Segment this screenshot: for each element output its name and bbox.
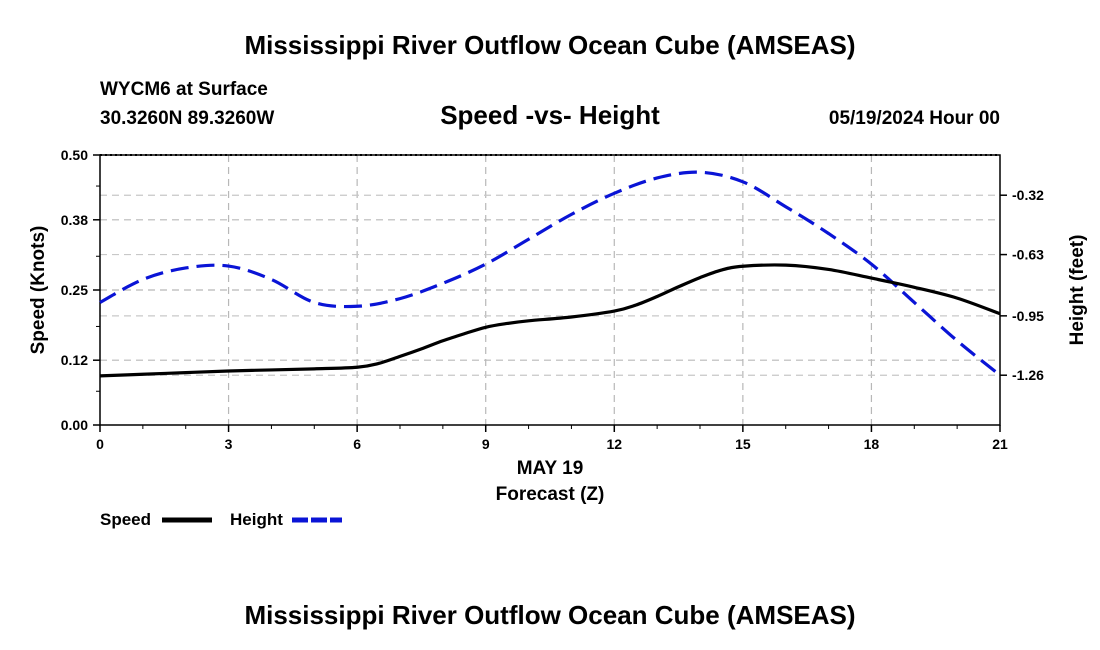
grid bbox=[100, 155, 1000, 425]
station-label: WYCM6 at Surface bbox=[100, 79, 268, 100]
x-tick-label: 21 bbox=[992, 436, 1008, 452]
x-tick-label: 6 bbox=[353, 436, 361, 452]
location-label: 30.3260N 89.3260W bbox=[100, 108, 274, 129]
x-axis-date: MAY 19 bbox=[517, 458, 584, 479]
series-speed-line bbox=[99, 263, 1001, 378]
y-axis-title: Speed (Knots) bbox=[28, 226, 49, 355]
y-tick-label: 0.50 bbox=[61, 147, 88, 163]
y2-tick-label: -1.26 bbox=[1012, 367, 1044, 383]
y-tick-label: 0.25 bbox=[61, 282, 88, 298]
chart-title: Mississippi River Outflow Ocean Cube (AM… bbox=[244, 30, 855, 60]
x-tick-label: 18 bbox=[864, 436, 880, 452]
legend-height-label: Height bbox=[230, 510, 283, 529]
x-tick-label: 12 bbox=[606, 436, 622, 452]
datetime-label: 05/19/2024 Hour 00 bbox=[829, 108, 1000, 129]
x-tick-label: 9 bbox=[482, 436, 490, 452]
y-axis-right: -0.32 -0.63 -0.95 -1.26 bbox=[1000, 187, 1044, 383]
x-axis-title: Forecast (Z) bbox=[496, 484, 605, 505]
y-tick-label: 0.12 bbox=[61, 352, 88, 368]
chart-subtitle: Speed -vs- Height bbox=[440, 100, 660, 130]
x-tick-label: 15 bbox=[735, 436, 751, 452]
series-height-line bbox=[99, 170, 1002, 377]
y-axis-left: 0.00 0.12 0.25 0.38 0.50 bbox=[61, 147, 100, 433]
x-axis: 0 3 6 9 12 15 18 21 bbox=[96, 425, 1008, 452]
legend-speed-label: Speed bbox=[100, 510, 151, 529]
y2-tick-label: -0.32 bbox=[1012, 187, 1044, 203]
x-tick-label: 3 bbox=[225, 436, 233, 452]
y-tick-label: 0.38 bbox=[61, 212, 88, 228]
y2-tick-label: -0.95 bbox=[1012, 308, 1044, 324]
x-tick-label: 0 bbox=[96, 436, 104, 452]
footer-title: Mississippi River Outflow Ocean Cube (AM… bbox=[244, 600, 855, 630]
y2-tick-label: -0.63 bbox=[1012, 247, 1044, 263]
y2-axis-title: Height (feet) bbox=[1067, 235, 1088, 346]
legend: Speed Height bbox=[100, 510, 342, 529]
y-tick-label: 0.00 bbox=[61, 417, 88, 433]
